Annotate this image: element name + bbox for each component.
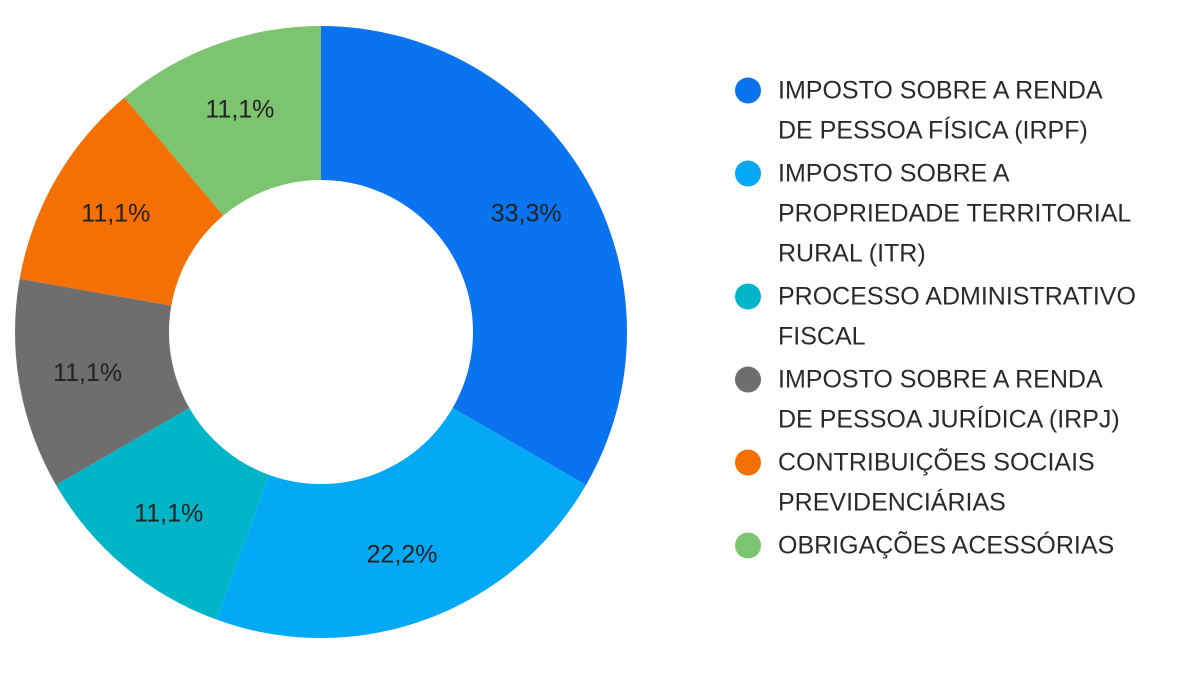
legend-swatch-3 xyxy=(735,283,761,310)
legend-label-5: CONTRIBUIÇÕES SOCIAIS PREVIDENCIÁRIAS xyxy=(778,448,1095,517)
legend-label-4: IMPOSTO SOBRE A RENDA DE PESSOA JURÍDICA … xyxy=(778,366,1120,434)
legend-item-1: IMPOSTO SOBRE A RENDA DE PESSOA FÍSICA (I… xyxy=(735,77,1103,145)
donut-slice-6 xyxy=(124,26,321,216)
slice-label-2: 22,2% xyxy=(367,541,438,569)
legend-item-6: OBRIGAÇÕES ACESSÓRIAS xyxy=(735,531,1114,560)
legend-swatch-6 xyxy=(735,532,761,559)
slice-label-5: 11,1% xyxy=(81,200,150,228)
legend-swatch-5 xyxy=(735,449,761,476)
legend-label-3: PROCESSO ADMINISTRATIVO FISCAL xyxy=(778,283,1136,351)
slice-label-3: 11,1% xyxy=(134,500,203,528)
slice-labels: 33,3% 22,2% 11,1% 11,1% 11,1% 11,1% xyxy=(53,95,562,568)
donut-slice-4 xyxy=(14,278,190,485)
legend-swatch-1 xyxy=(735,77,761,104)
slice-label-4: 11,1% xyxy=(53,359,122,387)
legend: IMPOSTO SOBRE A RENDA DE PESSOA FÍSICA (I… xyxy=(735,77,1136,560)
donut-slices xyxy=(14,26,627,639)
slice-label-1: 33,3% xyxy=(491,200,562,228)
donut-slice-2 xyxy=(216,408,587,639)
donut-slice-5 xyxy=(19,97,224,306)
legend-label-1: IMPOSTO SOBRE A RENDA DE PESSOA FÍSICA (I… xyxy=(778,77,1103,145)
donut-slice-3 xyxy=(55,408,270,620)
donut-slice-1 xyxy=(321,26,627,485)
legend-item-4: IMPOSTO SOBRE A RENDA DE PESSOA JURÍDICA … xyxy=(735,366,1120,434)
legend-item-3: PROCESSO ADMINISTRATIVO FISCAL xyxy=(735,283,1136,351)
legend-item-2: IMPOSTO SOBRE A PROPRIEDADE TERRITORIAL RU… xyxy=(735,160,1131,268)
slice-label-6: 11,1% xyxy=(205,95,274,123)
legend-swatch-2 xyxy=(735,160,761,187)
legend-swatch-4 xyxy=(735,366,761,393)
legend-label-2: IMPOSTO SOBRE A PROPRIEDADE TERRITORIAL RU… xyxy=(778,160,1131,268)
legend-label-6: OBRIGAÇÕES ACESSÓRIAS xyxy=(778,531,1114,560)
legend-item-5: CONTRIBUIÇÕES SOCIAIS PREVIDENCIÁRIAS xyxy=(735,448,1095,517)
